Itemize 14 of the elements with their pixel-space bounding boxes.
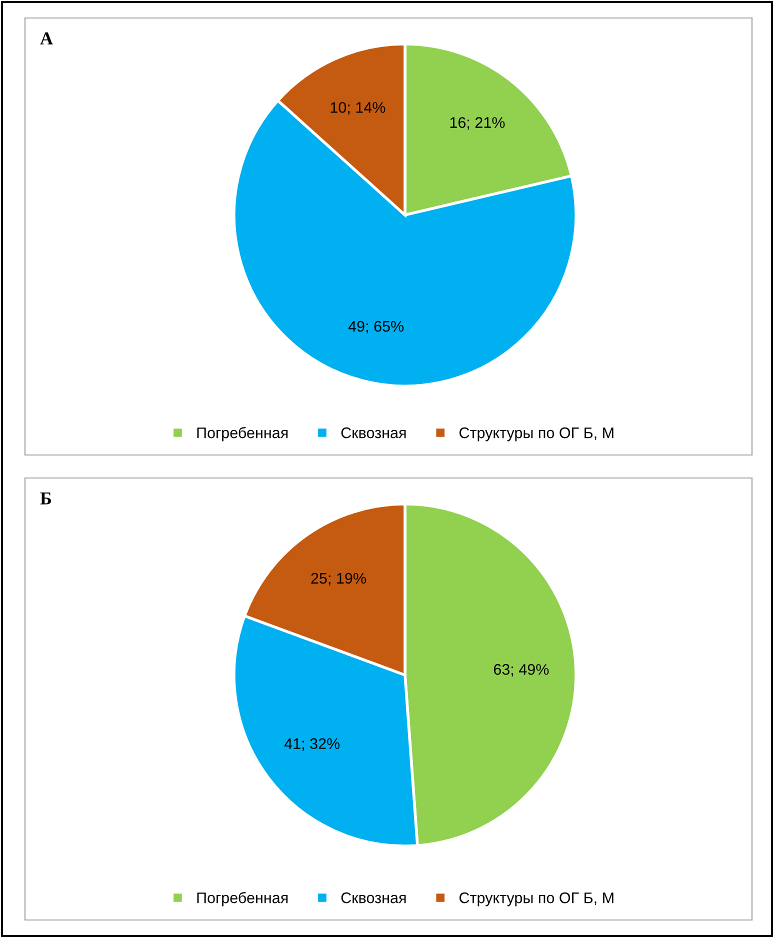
data-label: 16; 21% bbox=[450, 117, 505, 130]
legend-label: Погребенная bbox=[197, 426, 288, 442]
legend-label: Структуры по ОГ Б, М bbox=[459, 427, 614, 442]
legend-label: Сквозная bbox=[341, 427, 406, 438]
legend-label: Погребенная bbox=[197, 892, 288, 906]
data-label: 41; 32% bbox=[284, 738, 340, 751]
data-label: 49; 65% bbox=[348, 320, 404, 334]
data-label: 63; 49% bbox=[494, 664, 549, 677]
data-label: 25; 19% bbox=[311, 572, 366, 586]
data-label: 10; 14% bbox=[330, 102, 386, 115]
chart-title: А bbox=[40, 32, 53, 44]
legend-label: Сквозная bbox=[341, 892, 406, 904]
chart-title: Б bbox=[40, 492, 52, 504]
legend-label: Структуры по ОГ Б, М bbox=[459, 892, 614, 906]
